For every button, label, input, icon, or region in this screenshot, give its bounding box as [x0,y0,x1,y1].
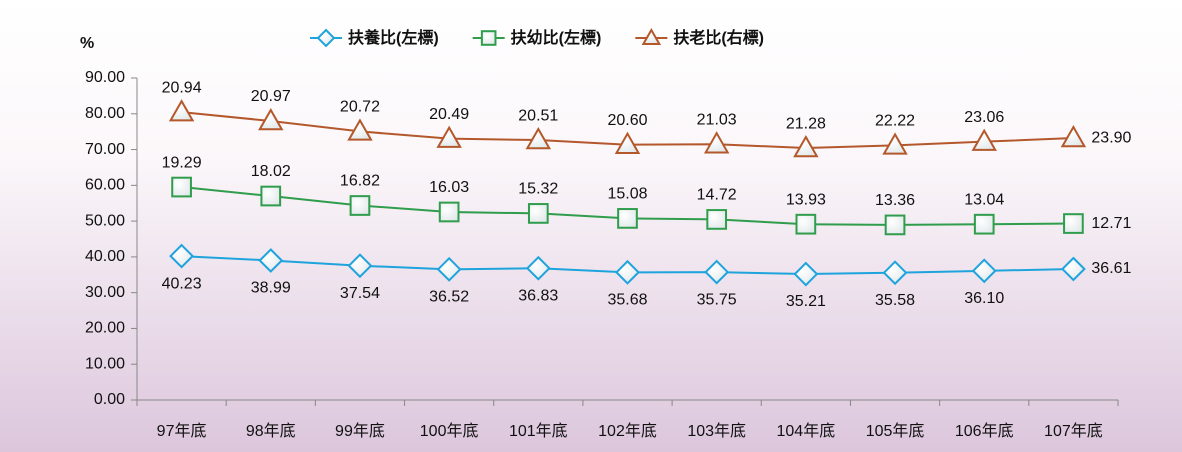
data-label: 23.90 [1091,129,1131,146]
x-tick-label: 102年底 [598,422,657,440]
data-point [171,176,192,198]
data-point [347,118,373,141]
data-point [438,201,460,223]
data-label: 15.08 [607,186,647,203]
data-label: 20.60 [607,112,647,129]
y-axis-label: % [80,35,94,52]
data-point [706,209,728,230]
x-tick-label: 105年底 [866,422,925,440]
data-label: 21.03 [697,111,737,128]
data-point [168,99,195,122]
data-label: 20.97 [251,88,291,105]
data-point [525,127,552,150]
data-label: 20.49 [429,106,469,123]
data-point [793,135,819,158]
data-point [614,131,641,154]
x-tick-label: 104年底 [777,422,836,440]
data-point [882,132,908,155]
y-tick-label: 50.00 [85,212,125,229]
data-point [793,261,819,287]
y-tick-label: 80.00 [85,105,125,122]
legend-marker [480,30,497,46]
data-point [436,125,462,148]
data-label: 16.03 [429,179,469,196]
y-tick-label: 60.00 [85,177,125,194]
data-label: 21.28 [786,115,826,132]
data-label: 20.51 [518,107,558,124]
legend-label: 扶養比(左標) [348,28,439,47]
x-tick-label: 100年底 [420,422,479,440]
x-tick-label: 106年底 [955,422,1014,440]
data-label: 14.72 [697,187,737,204]
data-label: 35.21 [786,293,826,310]
x-tick-label: 101年底 [509,422,568,440]
data-point [169,243,195,269]
data-point [617,208,638,229]
data-point [795,213,817,235]
y-tick-label: 70.00 [85,141,125,158]
data-point [436,256,462,282]
data-point [973,213,995,235]
data-label: 20.94 [162,79,202,96]
x-tick-label: 98年底 [246,422,296,440]
x-tick-label: 97年底 [157,422,207,440]
data-label: 35.75 [697,291,737,308]
x-tick-label: 99年底 [335,422,385,440]
data-label: 36.83 [518,287,558,304]
data-point [258,107,284,131]
data-point [258,248,284,273]
data-point [882,260,908,286]
data-point [1063,213,1084,234]
data-point [615,259,640,285]
data-label: 36.52 [429,289,469,306]
data-label: 40.23 [162,275,202,292]
y-tick-label: 90.00 [85,69,125,86]
y-tick-label: 30.00 [85,284,125,301]
y-tick-label: 0.00 [94,391,125,408]
y-tick-label: 40.00 [85,248,125,265]
data-label: 16.82 [340,173,380,190]
data-label: 13.36 [875,192,915,209]
data-point [347,253,373,279]
data-label: 38.99 [251,280,291,297]
data-label: 18.02 [251,163,291,180]
data-point [349,195,371,216]
data-point [971,258,997,284]
data-label: 35.68 [607,292,647,309]
data-label: 15.32 [518,181,558,198]
data-point [884,214,906,236]
data-label: 12.71 [1091,215,1131,232]
data-point [704,259,730,285]
data-point [525,255,551,281]
data-label: 13.04 [964,191,1004,208]
data-label: 36.61 [1091,260,1131,277]
legend-marker [641,27,662,45]
data-label: 22.22 [875,113,915,130]
x-tick-label: 103年底 [687,422,746,440]
x-tick-label: 107年底 [1044,422,1103,440]
legend-label: 扶幼比(左標) [511,28,602,47]
y-tick-label: 20.00 [85,320,125,337]
data-point [971,128,997,151]
data-label: 20.72 [340,99,380,116]
data-point [527,203,549,224]
data-label: 36.10 [964,290,1004,307]
data-label: 19.29 [162,154,202,171]
data-point [260,185,282,207]
data-point [1060,125,1087,148]
data-label: 37.54 [340,285,380,302]
data-label: 23.06 [964,109,1004,126]
data-label: 35.58 [875,292,915,309]
legend-marker [316,28,336,48]
data-label: 13.93 [786,191,826,208]
y-tick-label: 10.00 [85,355,125,372]
legend-label: 扶老比(右標) [673,28,764,47]
data-point [703,131,730,154]
data-point [1060,256,1086,282]
